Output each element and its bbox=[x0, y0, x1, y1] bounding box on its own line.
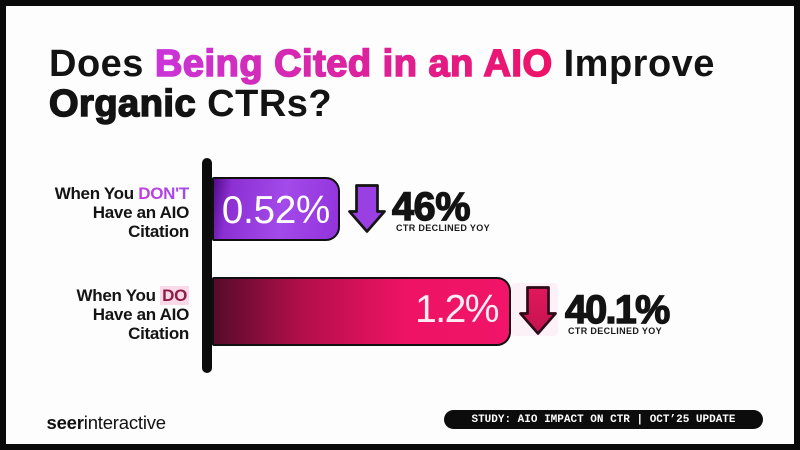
svg-text:Organic CTRs?: Organic CTRs? bbox=[49, 83, 332, 125]
svg-text:Does Being Cited in an AIO Imp: Does Being Cited in an AIO Improve bbox=[49, 43, 715, 85]
